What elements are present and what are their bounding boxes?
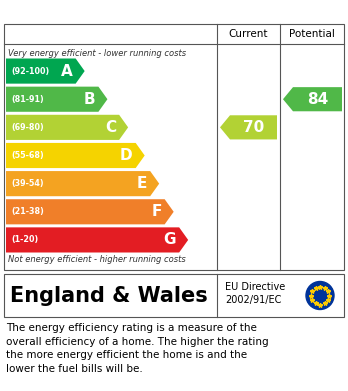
Text: (69-80): (69-80) — [11, 123, 44, 132]
Text: C: C — [105, 120, 116, 135]
Polygon shape — [6, 115, 128, 140]
Circle shape — [306, 282, 334, 310]
Text: E: E — [137, 176, 147, 191]
Text: EU Directive
2002/91/EC: EU Directive 2002/91/EC — [225, 282, 285, 305]
Text: B: B — [84, 92, 95, 107]
Text: Current: Current — [229, 29, 268, 39]
Polygon shape — [6, 143, 145, 168]
Text: A: A — [61, 64, 73, 79]
Text: Very energy efficient - lower running costs: Very energy efficient - lower running co… — [8, 49, 186, 58]
Text: Not energy efficient - higher running costs: Not energy efficient - higher running co… — [8, 255, 186, 264]
Polygon shape — [283, 87, 342, 111]
Text: England & Wales: England & Wales — [10, 285, 208, 305]
Text: (1-20): (1-20) — [11, 235, 38, 244]
Text: The energy efficiency rating is a measure of the
overall efficiency of a home. T: The energy efficiency rating is a measur… — [6, 323, 269, 374]
Text: F: F — [151, 204, 162, 219]
Text: Energy Efficiency Rating: Energy Efficiency Rating — [8, 0, 248, 14]
Text: G: G — [164, 232, 176, 248]
Polygon shape — [6, 199, 174, 224]
Text: (92-100): (92-100) — [11, 66, 49, 75]
Text: Potential: Potential — [289, 29, 335, 39]
Text: (55-68): (55-68) — [11, 151, 44, 160]
Text: 84: 84 — [307, 92, 328, 107]
Polygon shape — [6, 87, 108, 112]
Text: D: D — [120, 148, 133, 163]
Text: 70: 70 — [243, 120, 264, 135]
Polygon shape — [6, 59, 85, 84]
Polygon shape — [6, 227, 188, 253]
Text: (81-91): (81-91) — [11, 95, 44, 104]
Text: (39-54): (39-54) — [11, 179, 44, 188]
Text: (21-38): (21-38) — [11, 207, 44, 216]
Polygon shape — [220, 115, 277, 140]
Polygon shape — [6, 171, 159, 196]
